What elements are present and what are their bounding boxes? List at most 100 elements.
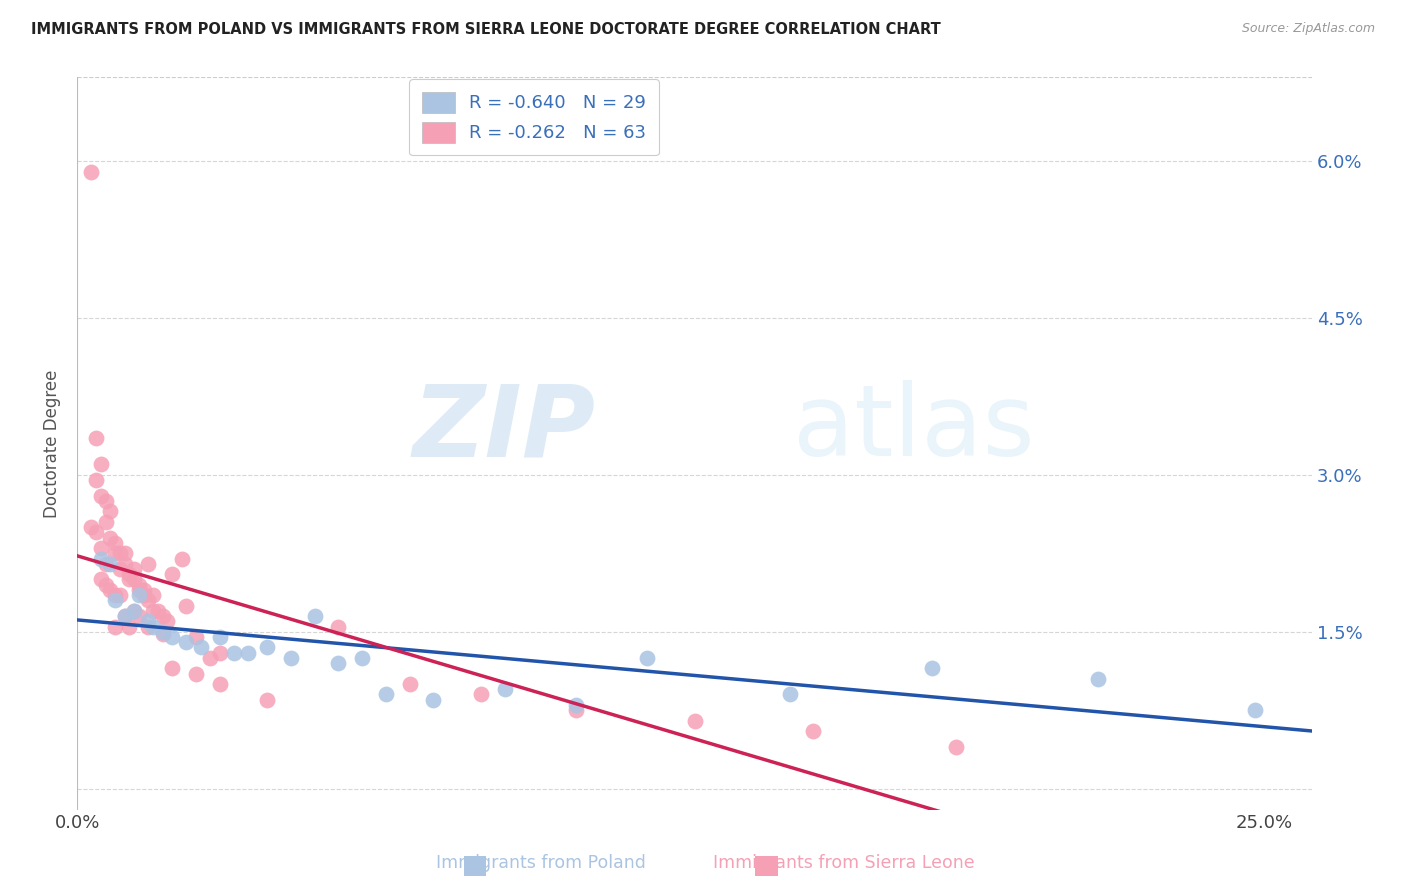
Point [94, 557, 117, 571]
Y-axis label: Doctorate Degree: Doctorate Degree [44, 369, 60, 517]
Point [236, 646, 259, 660]
Point [84, 431, 107, 445]
Point [138, 619, 160, 633]
Point [803, 724, 825, 739]
Point [108, 588, 131, 602]
Point [122, 562, 145, 576]
Point [90, 551, 112, 566]
Point [132, 582, 155, 597]
Point [132, 588, 155, 602]
Text: Immigrants from Poland: Immigrants from Poland [436, 855, 647, 872]
Point [104, 619, 127, 633]
Text: atlas: atlas [793, 380, 1035, 477]
Point [98, 582, 121, 597]
Point [114, 557, 136, 571]
Point [190, 640, 212, 655]
Point [104, 546, 127, 560]
Point [374, 688, 396, 702]
Point [328, 619, 350, 633]
Point [118, 619, 141, 633]
Point [128, 609, 150, 624]
Point [152, 624, 174, 639]
Text: Source: ZipAtlas.com: Source: ZipAtlas.com [1241, 22, 1375, 36]
Point [208, 630, 231, 644]
Point [122, 604, 145, 618]
Point [138, 593, 160, 607]
Point [208, 677, 231, 691]
Point [90, 489, 112, 503]
Point [138, 557, 160, 571]
Point [256, 692, 278, 706]
Point [328, 656, 350, 670]
Point [128, 577, 150, 591]
Point [160, 661, 183, 675]
Point [114, 546, 136, 560]
Point [222, 646, 245, 660]
Point [128, 582, 150, 597]
Point [779, 688, 801, 702]
Point [152, 627, 174, 641]
Point [156, 615, 179, 629]
Point [90, 458, 112, 472]
Point [98, 557, 121, 571]
Point [94, 494, 117, 508]
Point [80, 164, 103, 178]
Point [114, 609, 136, 624]
Legend: R = -0.640   N = 29, R = -0.262   N = 63: R = -0.640 N = 29, R = -0.262 N = 63 [409, 79, 658, 155]
Point [176, 635, 198, 649]
Point [280, 651, 302, 665]
Point [170, 551, 193, 566]
Text: IMMIGRANTS FROM POLAND VS IMMIGRANTS FROM SIERRA LEONE DOCTORATE DEGREE CORRELAT: IMMIGRANTS FROM POLAND VS IMMIGRANTS FRO… [31, 22, 941, 37]
Point [256, 640, 278, 655]
Point [352, 651, 374, 665]
Point [98, 531, 121, 545]
Point [176, 599, 198, 613]
Point [108, 546, 131, 560]
Point [398, 677, 420, 691]
Point [104, 536, 127, 550]
Point [565, 703, 588, 717]
Text: Immigrants from Sierra Leone: Immigrants from Sierra Leone [713, 855, 974, 872]
Point [84, 525, 107, 540]
Point [142, 588, 165, 602]
Point [118, 573, 141, 587]
Point [122, 573, 145, 587]
Point [470, 688, 492, 702]
Point [84, 473, 107, 487]
Point [94, 515, 117, 529]
Point [122, 604, 145, 618]
Point [683, 714, 706, 728]
Point [142, 619, 165, 633]
Point [104, 593, 127, 607]
Point [142, 604, 165, 618]
Text: ZIP: ZIP [413, 380, 596, 477]
Point [138, 615, 160, 629]
Point [160, 630, 183, 644]
Point [494, 682, 516, 697]
Point [1244, 703, 1267, 717]
Point [208, 646, 231, 660]
Point [304, 609, 326, 624]
Point [945, 739, 967, 754]
Point [90, 573, 112, 587]
Point [152, 609, 174, 624]
Point [128, 588, 150, 602]
Point [98, 504, 121, 518]
Point [118, 567, 141, 582]
Point [422, 692, 444, 706]
Point [94, 577, 117, 591]
Point [80, 520, 103, 534]
Point [921, 661, 943, 675]
Point [160, 567, 183, 582]
Point [1087, 672, 1109, 686]
Point [636, 651, 658, 665]
Point [108, 562, 131, 576]
Point [104, 588, 127, 602]
Point [114, 609, 136, 624]
Point [184, 630, 207, 644]
Point [184, 666, 207, 681]
Point [90, 541, 112, 555]
Point [146, 604, 169, 618]
Point [198, 651, 221, 665]
Point [565, 698, 588, 712]
